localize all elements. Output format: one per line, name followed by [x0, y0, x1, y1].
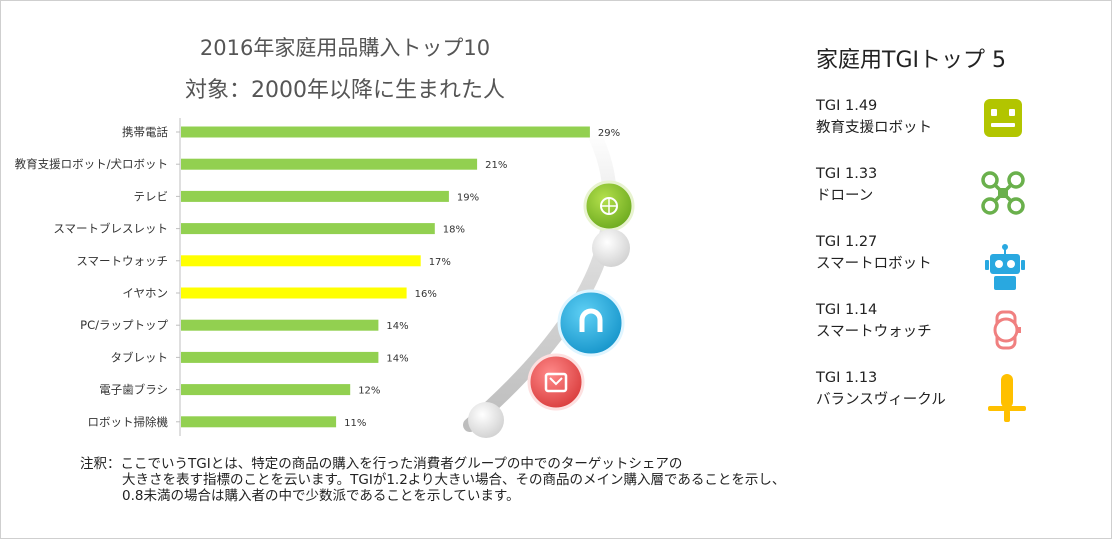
- tgi-item: TGI 1.14 スマートウォッチ: [816, 299, 932, 343]
- tgi-name: スマートウォッチ: [816, 324, 932, 340]
- footnote-line-3: 0.8未満の場合は購入者の中で少数派であることを示しています。: [122, 488, 520, 504]
- category-label: タブレット: [111, 350, 169, 364]
- category-label: ロボット掃除機: [88, 415, 169, 429]
- robot-face-icon: [984, 99, 1022, 137]
- value-label: 21%: [485, 160, 507, 171]
- smart-robot-icon: [985, 244, 1025, 290]
- tgi-item: TGI 1.27 スマートロボット: [816, 231, 932, 275]
- tgi-item: TGI 1.49 教育支援ロボット: [816, 95, 932, 139]
- tgi-panel-title: 家庭用TGIトップ 5: [816, 48, 1006, 73]
- smartwatch-icon: [993, 310, 1021, 350]
- footnote: 注釈：ここでいうTGIとは、特定の商品の購入を行った消費者グループの中でのターゲ…: [80, 456, 785, 504]
- tgi-name: バランスヴィークル: [816, 392, 946, 408]
- tgi-name: 教育支援ロボット: [816, 120, 932, 136]
- category-label: スマートウォッチ: [76, 254, 168, 268]
- tgi-value: TGI 1.27: [816, 234, 878, 250]
- chart-subtitle: 対象：2000年以降に生まれた人: [185, 78, 505, 103]
- value-label: 29%: [598, 128, 620, 139]
- bar: [181, 351, 379, 363]
- value-label: 19%: [457, 192, 479, 203]
- bar: [181, 126, 590, 138]
- value-label: 18%: [443, 225, 465, 236]
- balance-vehicle-icon: [988, 374, 1026, 422]
- tgi-item: TGI 1.13 バランスヴィークル: [816, 367, 946, 411]
- category-label: 教育支援ロボット/犬ロボット: [15, 157, 168, 171]
- tgi-name: スマートロボット: [816, 256, 932, 272]
- bar: [181, 255, 421, 267]
- tgi-value: TGI 1.49: [816, 98, 878, 114]
- decorative-arc: [463, 123, 617, 432]
- bar: [181, 190, 449, 202]
- value-label: 12%: [358, 386, 380, 397]
- tgi-value: TGI 1.14: [816, 302, 878, 318]
- drone-icon: [981, 171, 1025, 215]
- bar: [181, 416, 337, 428]
- footnote-line-2: 大きさを表す指標のことを云います。TGIが1.2より大きい場合、その商品のメイン…: [122, 472, 786, 488]
- bar: [181, 158, 478, 170]
- tgi-value: TGI 1.33: [816, 166, 878, 182]
- tgi-name: ドローン: [816, 188, 874, 204]
- bar: [181, 384, 351, 396]
- white-bubble: [592, 229, 630, 267]
- bar: [181, 223, 435, 235]
- category-label: 携帯電話: [122, 125, 168, 139]
- bar: [181, 287, 407, 299]
- value-label: 14%: [386, 321, 408, 332]
- category-label: テレビ: [134, 189, 169, 203]
- tgi-value: TGI 1.13: [816, 370, 878, 386]
- footnote-label: 注釈：: [80, 456, 121, 472]
- value-label: 16%: [415, 289, 437, 300]
- chart-title: 2016年家庭用品購入トップ10: [199, 36, 491, 60]
- value-label: 14%: [386, 353, 408, 364]
- category-label: イヤホン: [122, 286, 168, 300]
- category-label: スマートブレスレット: [53, 222, 168, 236]
- footnote-line-1: ここでいうTGIとは、特定の商品の購入を行った消費者グループの中でのターゲットシ…: [120, 456, 683, 472]
- category-label: 電子歯ブラシ: [99, 383, 168, 397]
- bar: [181, 319, 379, 331]
- tgi-item: TGI 1.33 ドローン: [816, 163, 877, 207]
- value-label: 11%: [344, 418, 366, 429]
- bag-bubble: [527, 353, 585, 411]
- magnet-bubble: [557, 289, 625, 357]
- value-label: 17%: [429, 257, 451, 268]
- globe-bubble: [583, 180, 635, 232]
- white-bubble-small: [468, 402, 504, 438]
- category-label: PC/ラップトップ: [80, 318, 168, 332]
